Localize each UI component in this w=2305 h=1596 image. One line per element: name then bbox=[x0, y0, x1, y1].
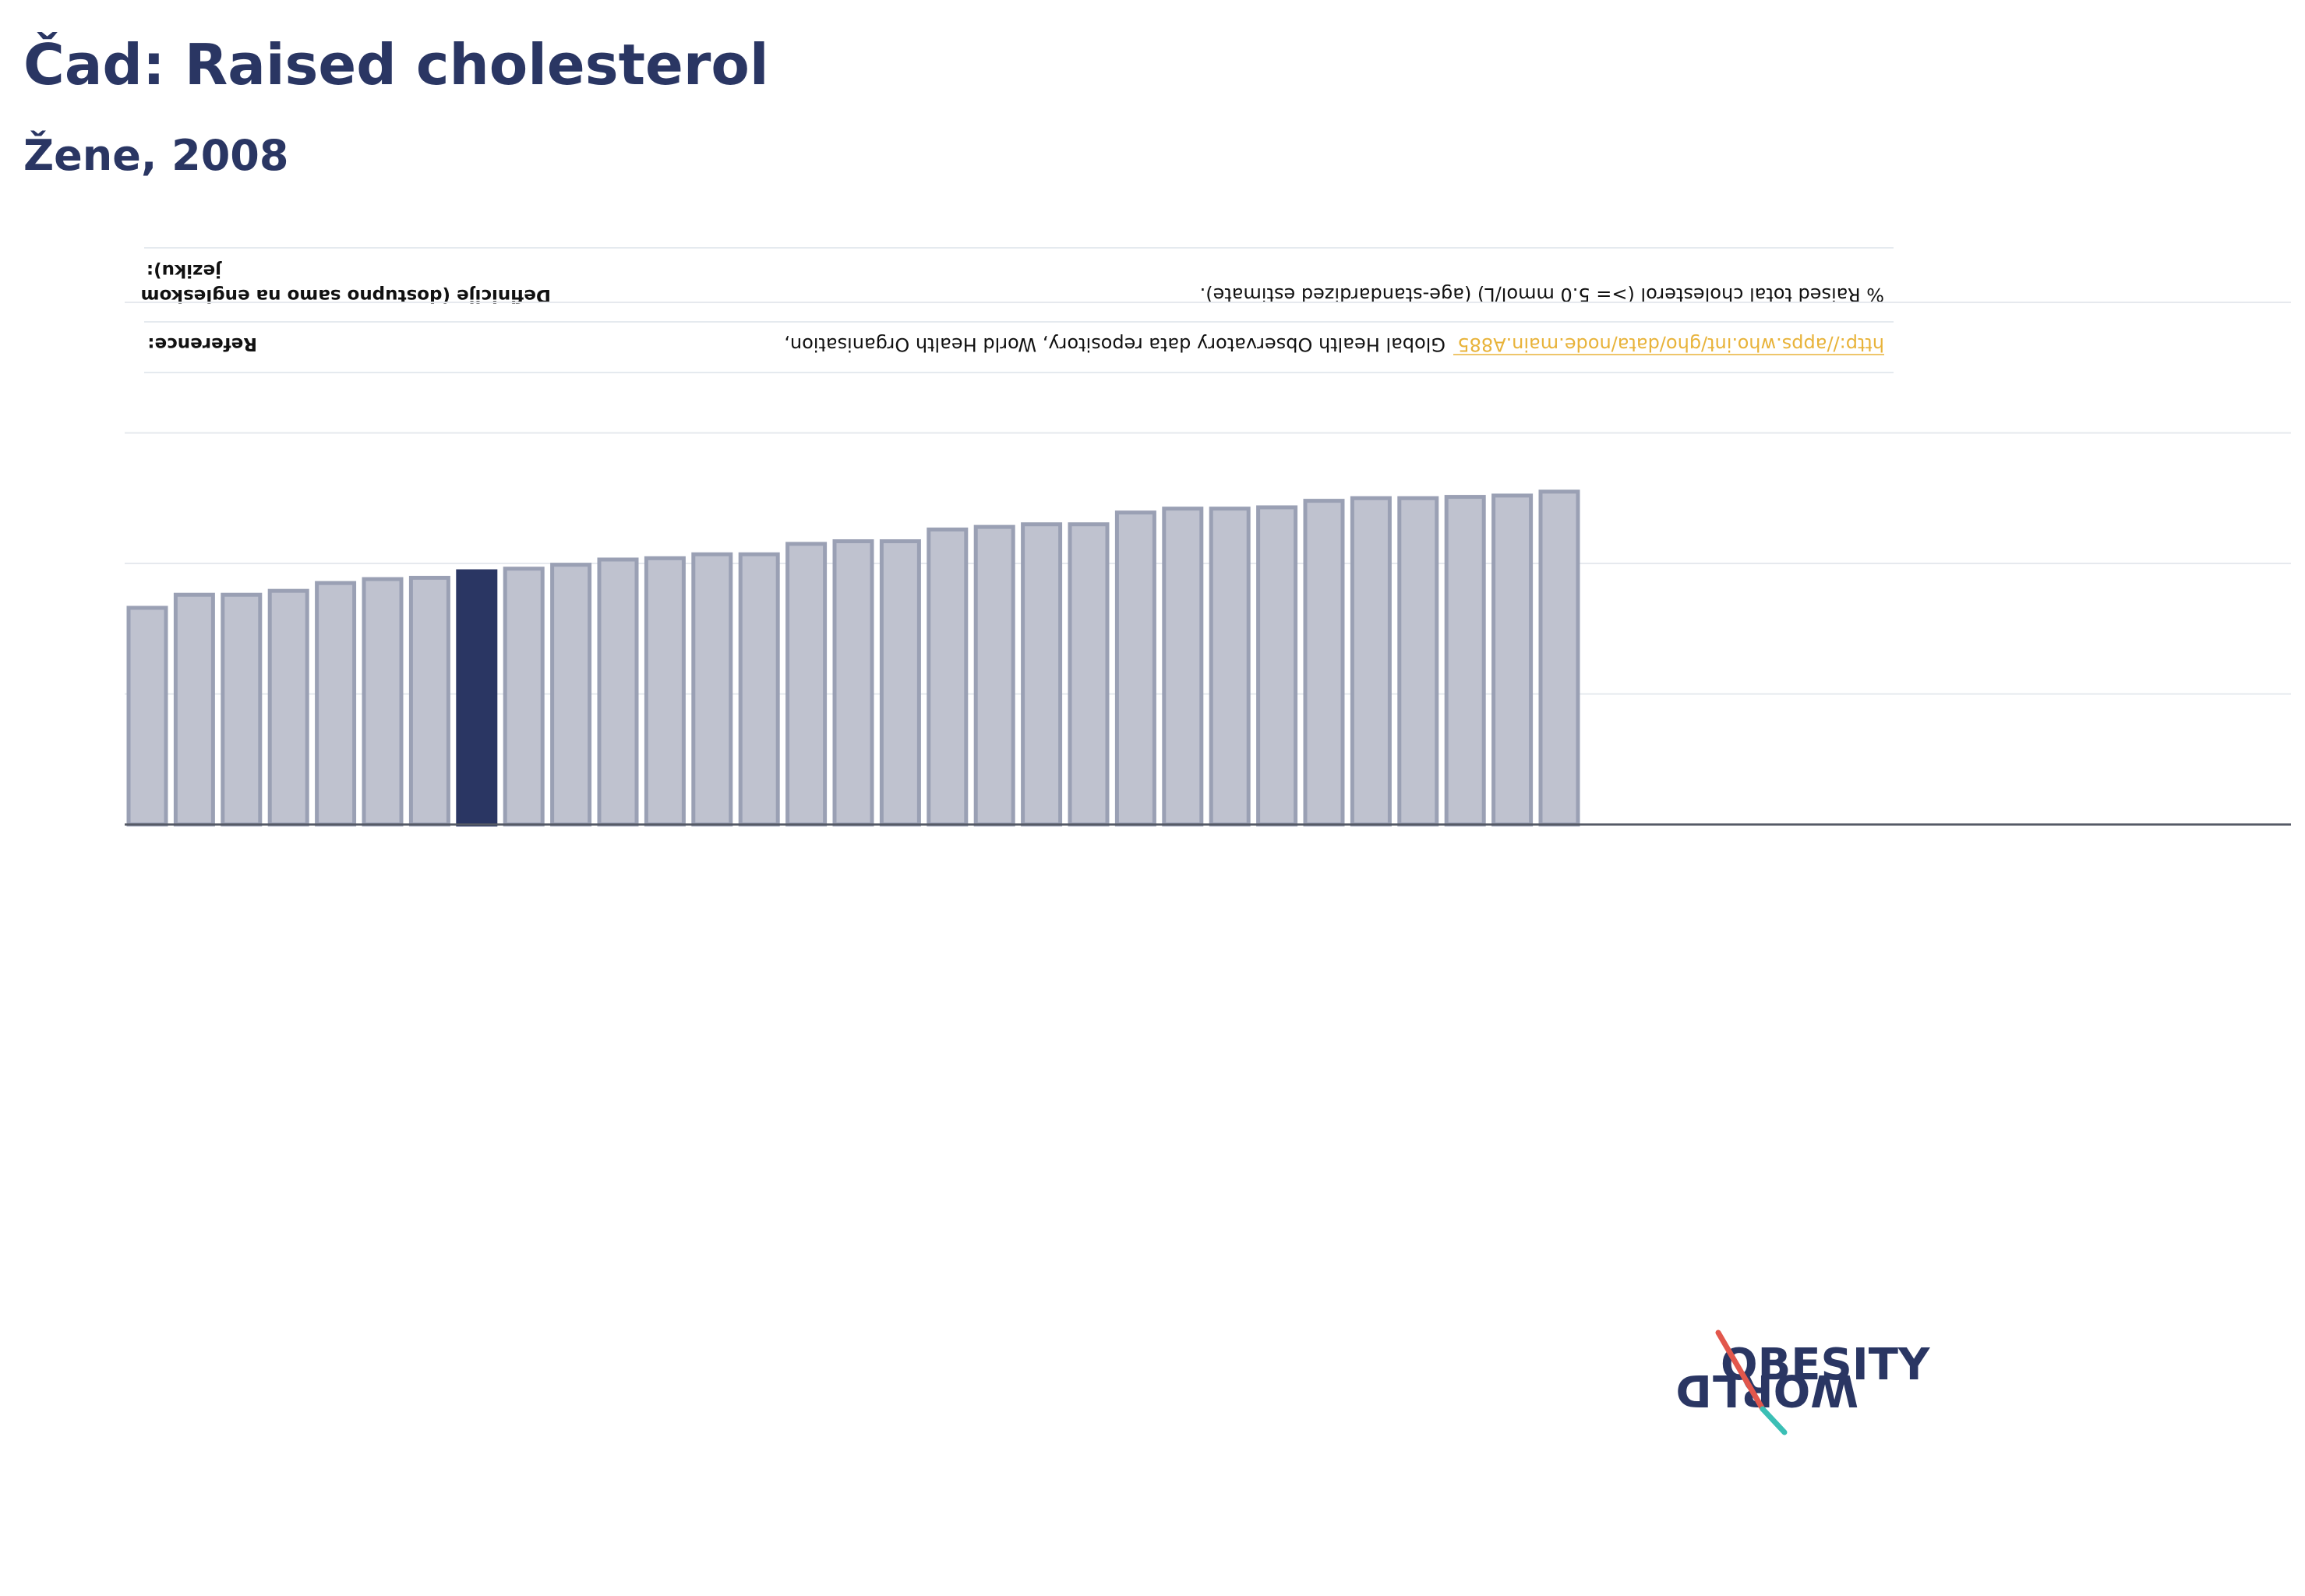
bar[interactable] bbox=[879, 539, 921, 827]
bar[interactable] bbox=[408, 575, 450, 827]
chart-bars bbox=[126, 489, 1580, 827]
bar[interactable] bbox=[973, 524, 1015, 827]
bar[interactable] bbox=[267, 588, 309, 827]
bar[interactable] bbox=[927, 527, 969, 827]
bar[interactable] bbox=[1068, 522, 1110, 827]
reference-text: Global Health Observatory data repositor… bbox=[784, 334, 1445, 355]
bar[interactable] bbox=[644, 556, 686, 827]
bar[interactable] bbox=[1114, 510, 1156, 827]
bar[interactable] bbox=[1303, 499, 1345, 827]
bar[interactable] bbox=[315, 581, 357, 827]
reference-link[interactable]: http://apps.who.int/gho/data/node.main.A… bbox=[1457, 334, 1884, 355]
bar[interactable] bbox=[1350, 496, 1392, 827]
bar[interactable] bbox=[785, 542, 828, 827]
bar[interactable] bbox=[1444, 495, 1486, 827]
bar[interactable] bbox=[691, 552, 733, 827]
bar[interactable] bbox=[738, 552, 780, 827]
world-obesity-logo: OBESITY WORLD bbox=[1675, 1329, 1931, 1435]
bar[interactable] bbox=[1491, 493, 1534, 827]
bar[interactable] bbox=[1162, 507, 1204, 827]
page-title: Čad: Raised cholesterol bbox=[23, 32, 769, 97]
logo-text-obesity: OBESITY bbox=[1721, 1340, 1931, 1390]
bar[interactable] bbox=[1209, 507, 1251, 827]
bar[interactable] bbox=[832, 539, 874, 827]
bar[interactable] bbox=[1256, 505, 1298, 827]
bar[interactable] bbox=[503, 567, 545, 827]
logo-slash-red bbox=[1715, 1329, 1766, 1412]
logo-slash-teal bbox=[1760, 1406, 1788, 1435]
bar-highlighted[interactable] bbox=[456, 569, 498, 827]
bar[interactable] bbox=[126, 606, 168, 827]
bar[interactable] bbox=[597, 557, 639, 827]
logo-text-world: WORLD bbox=[1675, 1365, 1858, 1415]
bar[interactable] bbox=[1538, 489, 1580, 827]
bar[interactable] bbox=[362, 577, 404, 827]
bar[interactable] bbox=[1397, 496, 1439, 827]
bar[interactable] bbox=[173, 592, 215, 827]
info-table: Definicije (dostupno samo na engleskom j… bbox=[141, 247, 1894, 373]
definition-label-line2: jeziku): bbox=[146, 260, 222, 281]
page-subtitle: Žene, 2008 bbox=[23, 131, 289, 180]
bar[interactable] bbox=[221, 592, 263, 827]
bar[interactable] bbox=[550, 563, 592, 827]
reference-label: Reference: bbox=[147, 334, 257, 354]
bar[interactable] bbox=[1021, 522, 1063, 827]
